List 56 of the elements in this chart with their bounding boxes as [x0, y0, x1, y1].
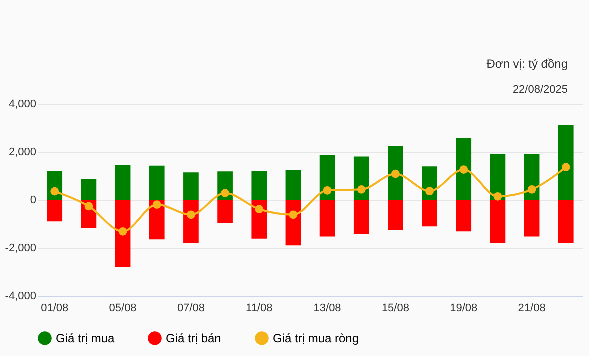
x-tick-label: 13/08	[314, 302, 342, 314]
bar	[456, 138, 472, 200]
point	[84, 202, 94, 211]
x-tick-label: 21/08	[518, 302, 546, 314]
bar	[388, 200, 404, 230]
y-tick-label: 0	[30, 194, 36, 206]
legend-label: Giá trị bán	[166, 331, 222, 346]
y-tick-label: 2,000	[8, 146, 36, 158]
x-tick-label: 11/08	[246, 302, 273, 314]
legend-label: Giá trị mua	[56, 331, 116, 346]
bar	[524, 200, 540, 237]
text: Đơn vị: tỷ đồng	[486, 57, 568, 71]
bar	[558, 200, 574, 244]
bar	[524, 154, 540, 200]
bar	[286, 200, 302, 246]
bar	[115, 200, 131, 268]
bar	[456, 200, 472, 232]
x-tick-label: 15/08	[382, 302, 410, 314]
point	[118, 228, 128, 236]
y-tick-label: -2,000	[5, 242, 36, 254]
bar	[422, 200, 438, 227]
x-tick-label: 01/08	[41, 302, 69, 314]
bar	[252, 170, 268, 200]
bar	[490, 200, 506, 244]
bar	[558, 125, 574, 200]
y-tick-label: -4,000	[5, 290, 36, 302]
bar	[184, 172, 199, 200]
point	[187, 210, 196, 220]
bar	[320, 200, 336, 237]
point	[152, 200, 162, 209]
y-tick-label: 4,000	[8, 98, 36, 110]
point	[221, 189, 230, 198]
point	[562, 163, 570, 172]
bar	[81, 179, 97, 200]
point	[494, 192, 502, 201]
bar	[218, 200, 233, 224]
point	[392, 170, 400, 178]
bar	[47, 200, 63, 222]
point	[460, 166, 468, 174]
point	[426, 187, 434, 196]
point	[528, 186, 536, 194]
bar	[286, 170, 302, 200]
bar	[388, 146, 404, 200]
bar	[354, 200, 370, 234]
legend-label: Giá trị mua ròng	[273, 331, 360, 346]
point	[323, 186, 332, 195]
point	[289, 210, 298, 220]
point	[255, 205, 264, 214]
x-tick-label: 05/08	[109, 302, 137, 314]
bar	[149, 166, 165, 200]
point	[357, 186, 366, 194]
x-tick-label: 19/08	[450, 302, 478, 314]
point	[50, 187, 60, 196]
text: 22/08/2025	[512, 84, 568, 96]
x-tick-label: 07/08	[177, 302, 205, 314]
bar	[115, 164, 131, 200]
